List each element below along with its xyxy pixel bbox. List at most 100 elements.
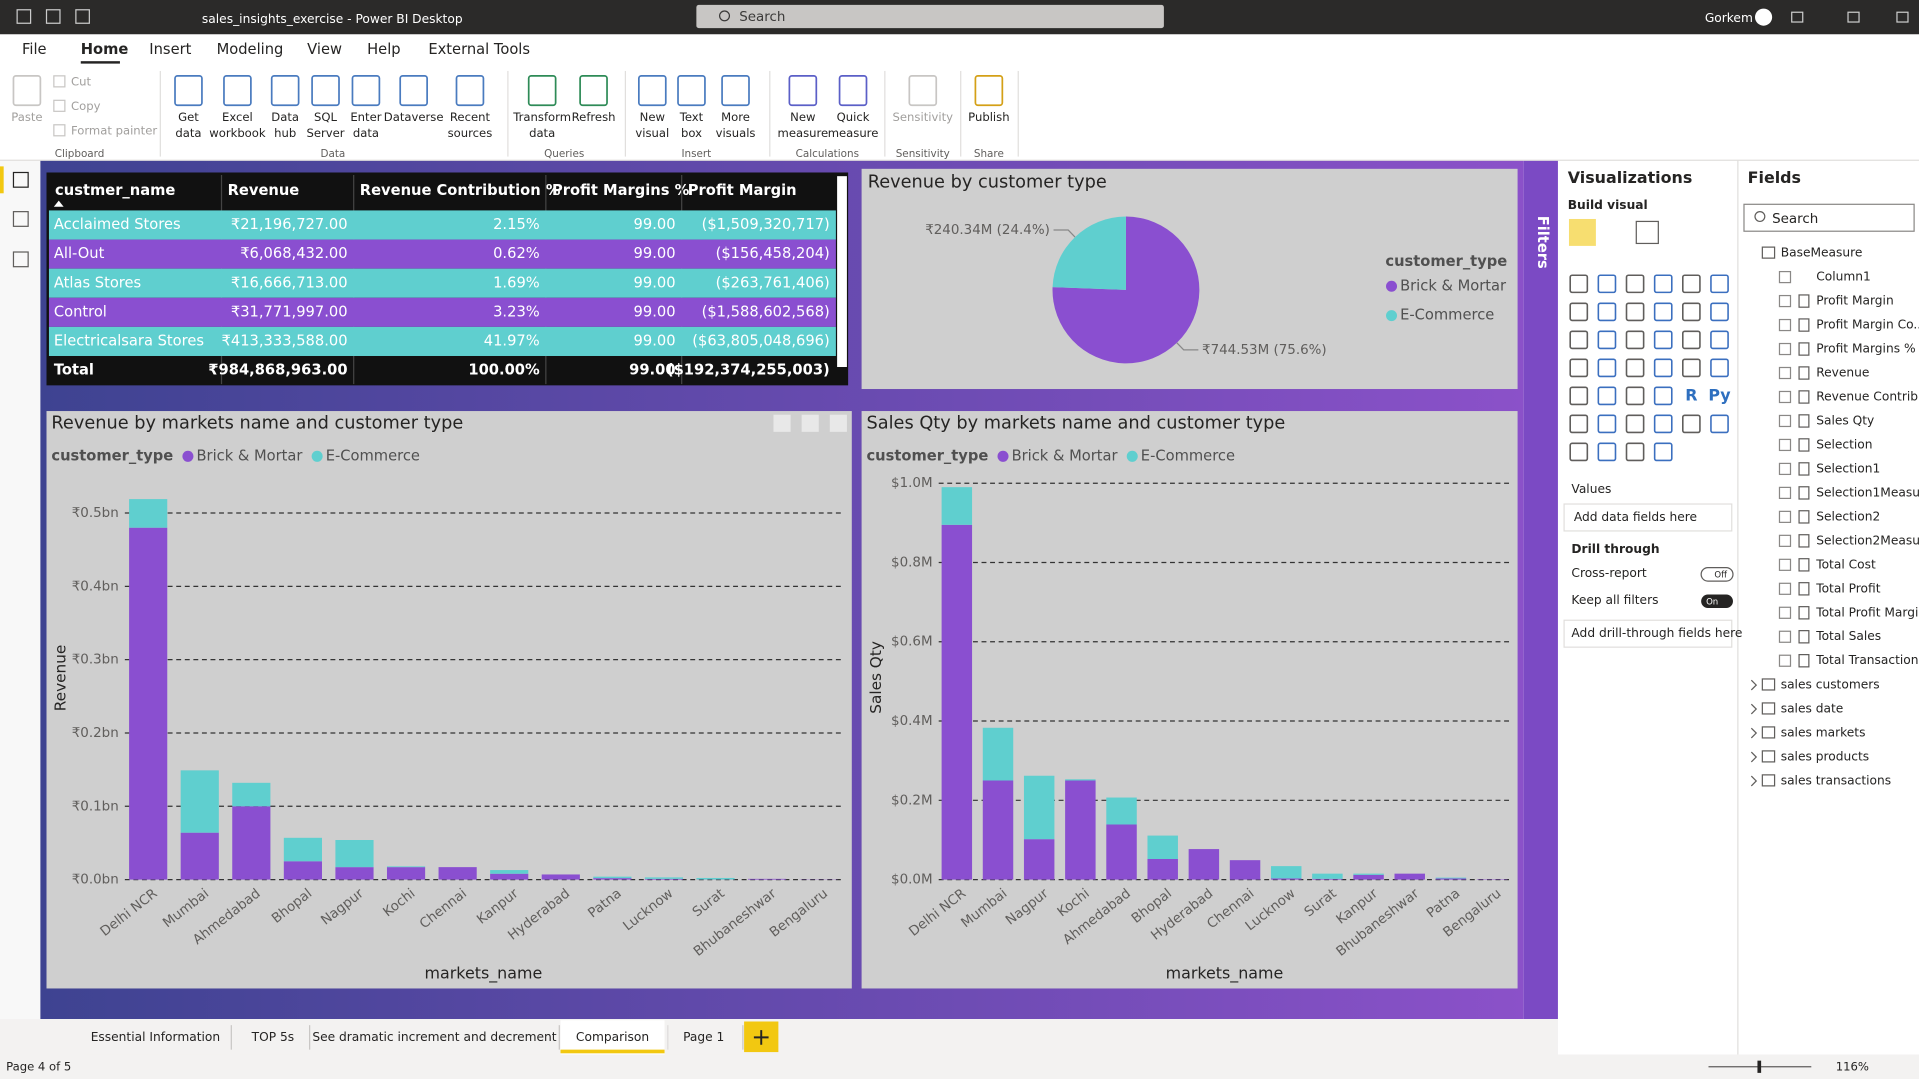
search-box[interactable] xyxy=(696,4,1164,29)
filters-label[interactable]: Filters xyxy=(1534,216,1551,269)
menu-tab[interactable]: Insert xyxy=(149,41,191,58)
field-item[interactable]: Profit Margins % xyxy=(1816,342,1915,356)
quick-access-icon[interactable] xyxy=(75,9,90,24)
ribbon-icon[interactable] xyxy=(174,74,203,107)
view-icon[interactable] xyxy=(12,211,29,227)
ribbon-icon[interactable] xyxy=(270,74,300,107)
ribbon-button-label[interactable]: Get xyxy=(178,110,199,124)
page-tab-label[interactable]: See dramatic increment and decrement xyxy=(312,1030,556,1044)
visual-type-icon[interactable] xyxy=(1653,274,1673,294)
field-checkbox[interactable] xyxy=(1778,630,1792,643)
status-zoom[interactable]: 116% xyxy=(1836,1059,1869,1073)
view-icon[interactable] xyxy=(12,171,29,188)
ribbon-button-label[interactable]: Publish xyxy=(968,110,1009,124)
ribbon-button-label[interactable]: Sensitivity xyxy=(893,110,954,124)
visual-type-icon[interactable] xyxy=(1682,274,1701,294)
visual-type-icon[interactable] xyxy=(1569,302,1589,322)
field-checkbox[interactable] xyxy=(1778,462,1792,476)
visual-type-icon[interactable] xyxy=(1625,274,1645,294)
ribbon-icon[interactable] xyxy=(455,74,485,107)
visual-type-icon[interactable] xyxy=(1597,330,1617,350)
ribbon-button-label[interactable]: Text xyxy=(679,110,704,124)
visual-type-icon[interactable] xyxy=(1653,386,1673,406)
field-item[interactable]: Revenue xyxy=(1816,366,1869,380)
ribbon-button-label[interactable]: Format painter xyxy=(71,123,157,137)
field-item[interactable]: Profit Margin xyxy=(1816,294,1894,308)
visual-type-icon[interactable] xyxy=(1569,330,1589,350)
ribbon-button-label[interactable]: Paste xyxy=(11,110,42,124)
visual-type-icon[interactable] xyxy=(1625,358,1645,378)
field-checkbox[interactable] xyxy=(1778,438,1792,452)
ribbon-button-label[interactable]: measure xyxy=(828,126,879,140)
field-item[interactable]: Selection2 xyxy=(1816,509,1880,523)
ribbon-button-label[interactable]: SQL xyxy=(314,110,338,124)
field-item[interactable]: Profit Margin Co... xyxy=(1816,318,1919,332)
field-item[interactable]: Total Profit xyxy=(1815,581,1881,595)
field-item[interactable]: Revenue Contrib... xyxy=(1816,389,1919,403)
ribbon-button-label[interactable]: Refresh xyxy=(572,110,616,124)
ribbon-button-label[interactable]: visual xyxy=(635,126,669,140)
ribbon-button-label[interactable]: data xyxy=(529,126,555,140)
ribbon-button-label[interactable]: data xyxy=(353,126,379,140)
field-checkbox[interactable] xyxy=(1778,534,1792,547)
ribbon-icon[interactable] xyxy=(311,74,340,107)
field-checkbox[interactable] xyxy=(1778,270,1792,284)
format-visual-icon[interactable] xyxy=(1635,220,1659,245)
ribbon-button-label[interactable]: Quick xyxy=(837,110,870,124)
field-item[interactable]: Selection1 xyxy=(1816,461,1880,475)
ribbon-button-label[interactable]: More xyxy=(721,110,750,124)
quick-access-icon[interactable] xyxy=(45,9,61,24)
ribbon-icon[interactable] xyxy=(721,74,750,107)
ribbon-button-label[interactable]: measure xyxy=(778,126,829,140)
visual-type-icon[interactable] xyxy=(1625,386,1645,406)
field-item[interactable]: Total Transaction xyxy=(1815,653,1918,667)
ribbon-icon[interactable] xyxy=(974,74,1004,107)
visual-type-icon[interactable] xyxy=(1710,274,1729,294)
ribbon-small-icon[interactable] xyxy=(53,75,66,88)
page-tab[interactable] xyxy=(668,1020,740,1055)
visual-type-icon[interactable] xyxy=(1597,414,1617,434)
field-item[interactable]: Selection2Measu... xyxy=(1816,533,1919,547)
field-item[interactable]: Total Cost xyxy=(1815,557,1876,571)
table-scrollbar[interactable] xyxy=(837,176,847,368)
ribbon-button-label[interactable]: data xyxy=(175,126,201,140)
ribbon-icon[interactable] xyxy=(579,74,608,107)
visual-type-icon[interactable] xyxy=(1625,302,1645,322)
ribbon-button-label[interactable]: box xyxy=(681,126,702,140)
visual-header-icon[interactable] xyxy=(773,414,791,432)
ribbon-button-label[interactable]: visuals xyxy=(716,126,756,140)
ribbon-button-label[interactable]: Recent xyxy=(450,110,491,124)
visual-type-icon[interactable] xyxy=(1625,330,1645,350)
drop-well[interactable] xyxy=(1563,503,1733,532)
ribbon-icon[interactable] xyxy=(677,74,706,107)
quick-access-icon[interactable] xyxy=(16,9,32,24)
page-tab-label[interactable]: TOP 5s xyxy=(251,1030,294,1044)
ribbon-icon[interactable] xyxy=(908,74,938,107)
expand-chevron[interactable] xyxy=(1750,751,1758,763)
drop-well[interactable] xyxy=(1563,619,1733,648)
field-item[interactable]: Total Sales xyxy=(1815,629,1881,643)
visual-type-icon[interactable] xyxy=(1569,358,1589,378)
ribbon-button-label[interactable]: hub xyxy=(274,126,296,140)
field-item[interactable]: Selection1Measu... xyxy=(1816,485,1919,499)
visual-header-icon[interactable] xyxy=(801,414,819,432)
visual-type-icon[interactable] xyxy=(1682,330,1701,350)
visual-type-icon[interactable] xyxy=(1625,414,1645,434)
ribbon-button-label[interactable]: sources xyxy=(448,126,493,140)
visual-type-icon[interactable] xyxy=(1653,358,1673,378)
field-checkbox[interactable] xyxy=(1778,582,1792,595)
view-icon[interactable] xyxy=(12,251,29,268)
ribbon-button-label[interactable]: Excel xyxy=(222,110,253,124)
menu-tab[interactable]: Help xyxy=(367,41,400,58)
field-checkbox[interactable] xyxy=(1778,558,1792,571)
visual-type-icon[interactable] xyxy=(1653,414,1673,434)
ribbon-icon[interactable] xyxy=(788,74,818,107)
visual-type-icon[interactable] xyxy=(1569,386,1589,406)
menu-tab[interactable]: Modeling xyxy=(217,41,284,58)
page-tab-label[interactable]: Page 1 xyxy=(683,1030,724,1044)
field-checkbox[interactable] xyxy=(1778,366,1792,380)
visual-type-icon[interactable] xyxy=(1569,274,1589,294)
ribbon-icon[interactable] xyxy=(223,74,252,107)
ribbon-button-label[interactable]: New xyxy=(790,110,815,124)
field-checkbox[interactable] xyxy=(1778,510,1792,523)
